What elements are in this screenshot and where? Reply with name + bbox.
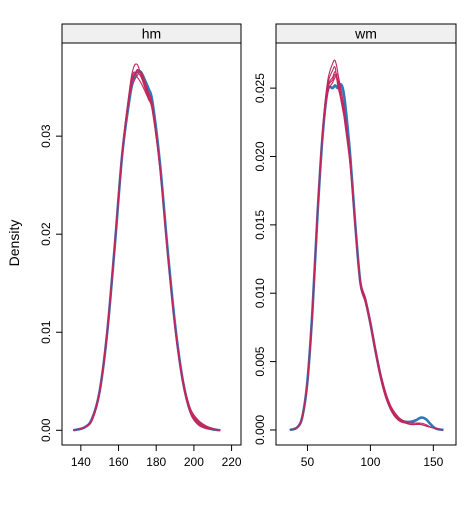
y-tick-label: 0.02	[39, 222, 53, 246]
imputed-density-line	[289, 71, 444, 431]
y-axis-label: Density	[6, 220, 22, 267]
panel-wm: wm 0.000 0.005 0.010 0.015 0.020 0.025 50 100 1…	[253, 23, 457, 469]
panel-hm: hm 0.00 0.01 0.02 0.03 140 160 180 200 220	[39, 23, 242, 469]
y-tick-label: 0.03	[39, 124, 53, 148]
x-tick-label: 150	[423, 455, 443, 469]
imputed-density-line	[73, 70, 221, 431]
panel-hm-title: hm	[142, 26, 161, 42]
imputed-density-line	[73, 71, 221, 431]
x-tick-label: 50	[301, 455, 315, 469]
panel-hm-curves	[72, 63, 221, 432]
imputed-density-line	[289, 73, 444, 431]
panel-wm-y-axis: 0.000 0.005 0.010 0.015 0.020 0.025	[253, 73, 276, 445]
panel-wm-x-axis: 50 100 150	[301, 445, 444, 469]
imputed-density-line	[73, 68, 221, 431]
imputed-density-line	[289, 73, 444, 431]
x-tick-label: 140	[71, 455, 91, 469]
y-tick-label: 0.01	[39, 320, 53, 344]
x-tick-label: 200	[184, 455, 204, 469]
imputed-density-line	[289, 66, 444, 431]
y-tick-label: 0.010	[253, 278, 267, 308]
x-tick-label: 220	[222, 455, 242, 469]
panel-hm-y-axis: 0.00 0.01 0.02 0.03	[39, 124, 62, 442]
y-tick-label: 0.005	[253, 346, 267, 376]
panel-wm-curves	[289, 59, 444, 432]
panel-wm-title: wm	[354, 26, 377, 42]
x-tick-label: 180	[146, 455, 166, 469]
observed-density-line	[72, 69, 221, 432]
panel-wm-frame	[275, 42, 457, 446]
y-tick-label: 0.025	[253, 73, 267, 103]
x-tick-label: 160	[109, 455, 129, 469]
observed-density-line	[289, 82, 444, 432]
y-tick-label: 0.020	[253, 141, 267, 171]
y-tick-label: 0.015	[253, 210, 267, 240]
panel-hm-x-axis: 140 160 180 200 220	[71, 445, 242, 469]
panel-hm-frame	[61, 42, 242, 446]
imputed-density-line	[73, 63, 221, 431]
y-tick-label: 0.000	[253, 415, 267, 445]
imputed-density-line	[289, 59, 444, 431]
x-tick-label: 100	[360, 455, 380, 469]
imputed-density-line	[73, 71, 221, 431]
y-tick-label: 0.00	[39, 418, 53, 442]
